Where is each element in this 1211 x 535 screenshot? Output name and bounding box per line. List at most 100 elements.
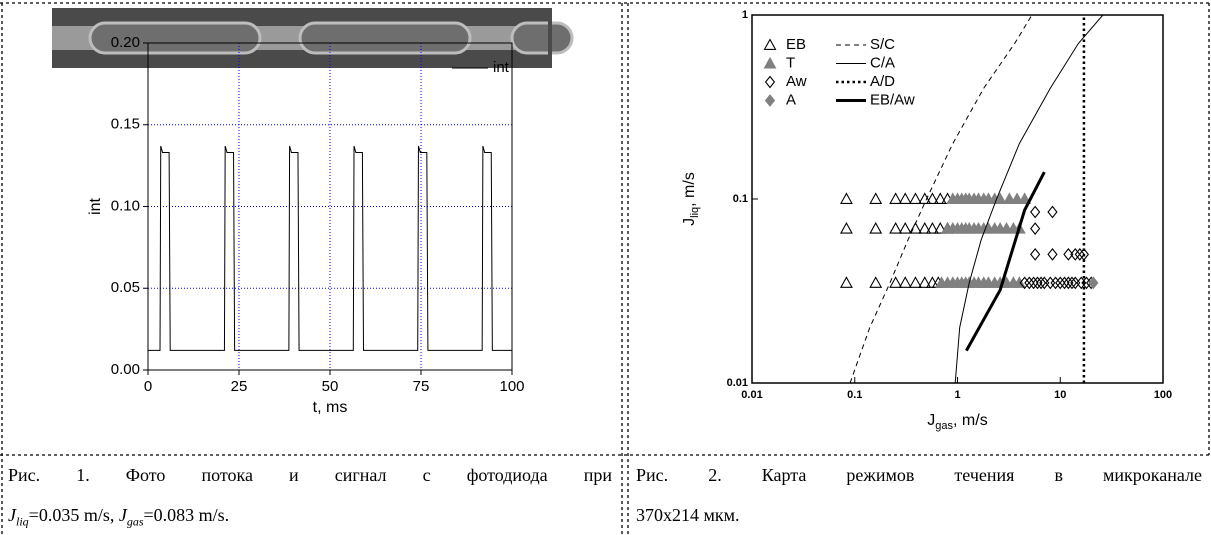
marker xyxy=(918,222,932,234)
marker xyxy=(1028,276,1039,290)
symbol: J xyxy=(118,505,127,525)
marker xyxy=(1010,192,1024,204)
legend-label: S/C xyxy=(870,36,895,53)
axis-symbol: J xyxy=(927,412,935,429)
legend-swatch xyxy=(764,94,776,107)
marker xyxy=(898,222,912,234)
marker xyxy=(1035,276,1047,290)
legend-label: C/A xyxy=(870,54,895,71)
axis-label: t, ms xyxy=(313,399,348,416)
legend: int xyxy=(452,59,510,76)
marker xyxy=(1063,248,1074,261)
x-tick-label: 0.1 xyxy=(847,389,862,401)
plot-area xyxy=(148,145,512,351)
marker xyxy=(1066,276,1078,290)
marker xyxy=(909,276,922,288)
marker xyxy=(918,192,932,204)
legend: EBT AwA S/CC/A A/DEB/Aw xyxy=(763,36,915,108)
marker xyxy=(909,192,922,204)
marker xyxy=(909,222,922,234)
marker xyxy=(1063,276,1074,290)
marker xyxy=(925,222,939,234)
y-tick-label: 0.15 xyxy=(111,116,140,133)
marker xyxy=(840,276,853,288)
x-tick-label: 100 xyxy=(1154,389,1172,401)
marker xyxy=(1030,222,1041,236)
subscript: gas xyxy=(126,514,144,529)
caption-1-line-1: Рис. 1. Фото потока и сигнал с фотодиода… xyxy=(8,465,612,485)
legend-label: EB xyxy=(786,36,806,53)
text: =0.035 m/s, xyxy=(28,505,119,525)
marker xyxy=(898,192,912,204)
axis-label: Jgas, m/s xyxy=(927,412,987,432)
x-tick-label: 10 xyxy=(1054,389,1066,401)
axis-subscript: liq xyxy=(689,207,701,218)
axis-unit: , m/s xyxy=(953,412,988,429)
x-tick-label: 50 xyxy=(322,378,339,395)
axis-subscript: gas xyxy=(935,420,953,432)
marker xyxy=(1019,276,1030,290)
marker xyxy=(1030,205,1041,219)
marker xyxy=(869,222,883,234)
marker xyxy=(1070,248,1081,261)
marker xyxy=(1050,276,1061,290)
y-tick-label: 1 xyxy=(742,9,748,21)
caption-2-line-2: 370x214 мкм. xyxy=(636,505,740,525)
marker xyxy=(1045,276,1056,290)
legend-label: A/D xyxy=(870,73,895,90)
legend-swatch xyxy=(763,38,777,50)
plot-frame xyxy=(751,14,1164,384)
marker xyxy=(1055,276,1066,290)
series-line xyxy=(148,145,512,351)
marker xyxy=(1074,248,1085,261)
marker xyxy=(993,192,1007,204)
caption-1-line-2: Jliq=0.035 m/s, Jgas=0.083 m/s. xyxy=(8,505,229,532)
legend-label: A xyxy=(786,91,796,108)
marker xyxy=(1059,276,1070,290)
marker xyxy=(933,222,947,234)
marker xyxy=(1081,276,1092,290)
y-tick-label: 0.1 xyxy=(733,193,748,205)
y-tick-label: 0.00 xyxy=(111,361,140,378)
axis-unit: , m/s xyxy=(681,172,698,207)
x-tick-label: 0.01 xyxy=(741,389,762,401)
marker xyxy=(925,192,939,204)
marker xyxy=(840,222,853,234)
text: =0.083 m/s. xyxy=(143,505,230,525)
x-tick-label: 100 xyxy=(499,378,524,395)
marker xyxy=(1047,248,1058,261)
legend-swatch xyxy=(764,75,776,89)
marker xyxy=(1047,205,1058,219)
y-tick-label: 0.10 xyxy=(111,197,140,214)
series-line xyxy=(954,15,1104,383)
x-tick-label: 75 xyxy=(413,378,430,395)
marker xyxy=(925,276,939,288)
legend-swatch xyxy=(763,56,777,69)
y-tick-label: 0.05 xyxy=(111,279,140,296)
axis-symbol: J xyxy=(681,218,698,226)
marker xyxy=(869,276,883,288)
symbol: J xyxy=(8,505,16,525)
marker xyxy=(869,192,883,204)
caption-2-line-1: Рис. 2. Карта режимов течения в микрокан… xyxy=(636,465,1202,485)
marker xyxy=(918,276,932,288)
legend-label: int xyxy=(493,59,510,76)
marker xyxy=(1032,276,1043,290)
y-tick-label: 0.01 xyxy=(727,377,748,389)
marker xyxy=(1024,276,1035,290)
marker xyxy=(1018,192,1032,204)
x-tick-label: 25 xyxy=(231,378,248,395)
axis-label: Jliq, m/s xyxy=(681,172,701,226)
marker xyxy=(889,276,903,288)
marker xyxy=(933,192,947,204)
legend-label: T xyxy=(786,54,795,71)
marker xyxy=(1030,248,1041,261)
marker xyxy=(1002,192,1016,204)
marker xyxy=(889,222,903,234)
series-line xyxy=(965,171,1046,352)
marker xyxy=(840,192,853,204)
subscript: liq xyxy=(16,514,29,529)
